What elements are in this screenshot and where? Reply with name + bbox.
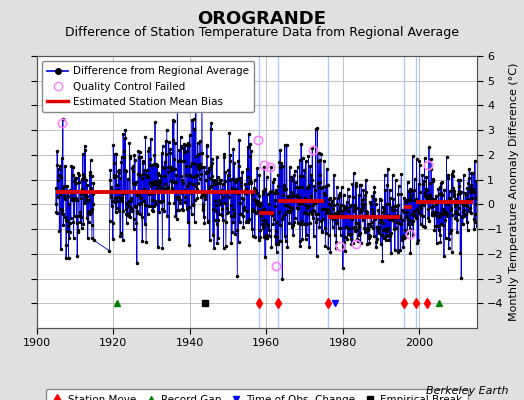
Text: Berkeley Earth: Berkeley Earth [426, 386, 508, 396]
Text: Difference of Station Temperature Data from Regional Average: Difference of Station Temperature Data f… [65, 26, 459, 39]
Y-axis label: Monthly Temperature Anomaly Difference (°C): Monthly Temperature Anomaly Difference (… [509, 63, 519, 321]
Legend: Station Move, Record Gap, Time of Obs. Change, Empirical Break: Station Move, Record Gap, Time of Obs. C… [46, 390, 468, 400]
Text: OROGRANDE: OROGRANDE [198, 10, 326, 28]
